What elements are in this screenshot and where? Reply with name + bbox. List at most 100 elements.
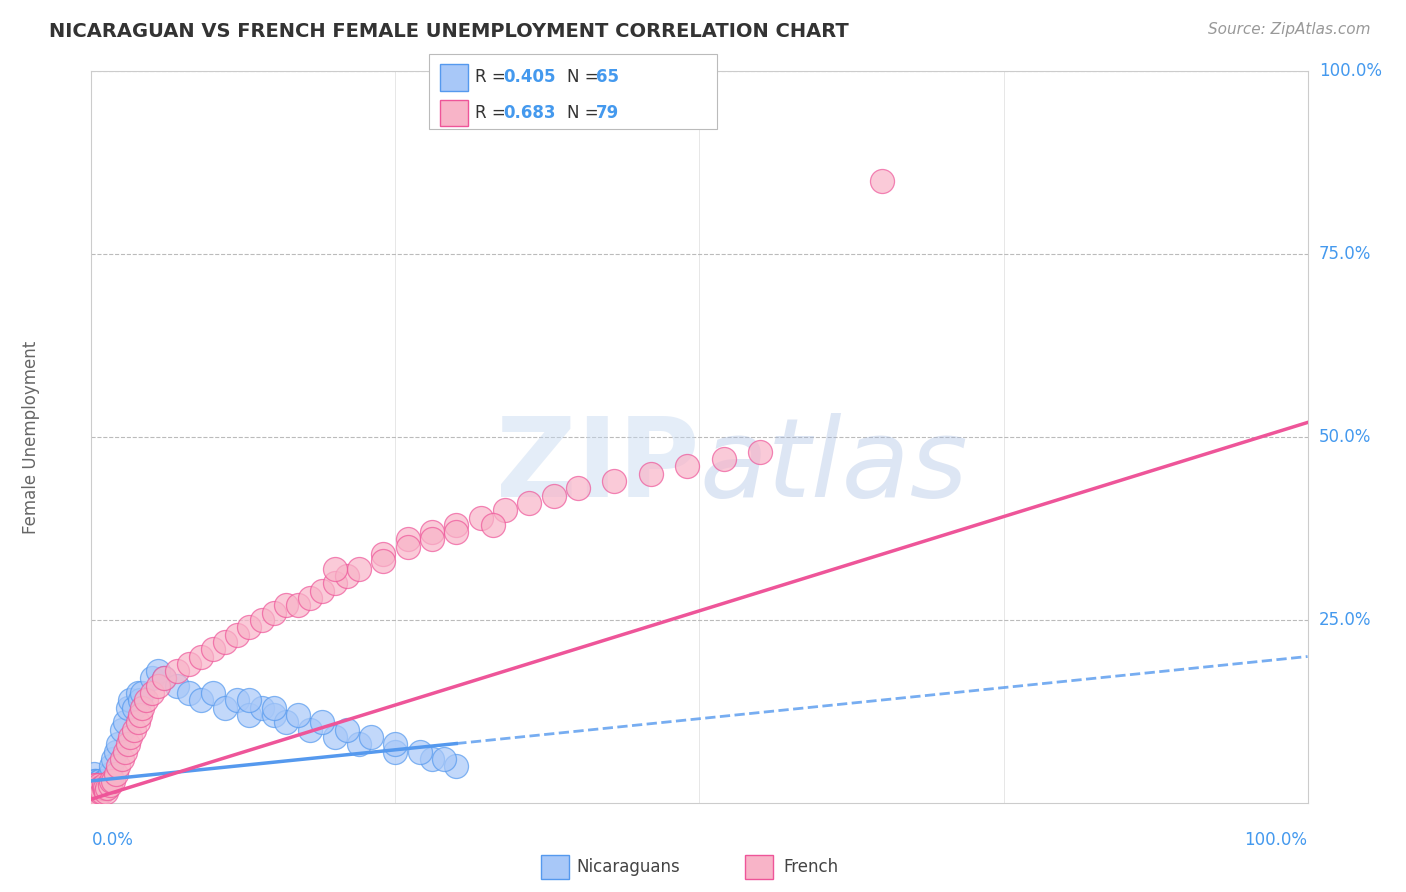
- Point: [117, 737, 139, 751]
- Point: [84, 789, 107, 803]
- Point: [396, 533, 419, 547]
- Point: [250, 700, 273, 714]
- Text: 25.0%: 25.0%: [1319, 611, 1371, 629]
- Point: [177, 657, 200, 671]
- Point: [517, 496, 540, 510]
- Point: [117, 700, 139, 714]
- Point: [202, 686, 225, 700]
- Point: [494, 503, 516, 517]
- Point: [87, 773, 110, 788]
- Point: [87, 781, 110, 796]
- Point: [107, 737, 129, 751]
- Point: [148, 664, 170, 678]
- Point: [86, 781, 108, 796]
- Point: [676, 459, 699, 474]
- Point: [287, 599, 309, 613]
- Point: [91, 785, 114, 799]
- Point: [84, 781, 107, 796]
- Point: [311, 583, 333, 598]
- Point: [603, 474, 626, 488]
- Point: [103, 773, 125, 788]
- Point: [86, 789, 108, 803]
- Point: [323, 730, 346, 744]
- Point: [148, 679, 170, 693]
- Point: [82, 789, 104, 803]
- Point: [84, 781, 107, 796]
- Point: [120, 693, 142, 707]
- Text: 0.0%: 0.0%: [91, 830, 134, 848]
- Point: [226, 627, 249, 641]
- Point: [396, 540, 419, 554]
- Point: [93, 773, 115, 788]
- Point: [190, 693, 212, 707]
- Point: [96, 781, 118, 796]
- Point: [122, 723, 145, 737]
- Text: 100.0%: 100.0%: [1319, 62, 1382, 80]
- Point: [444, 525, 467, 540]
- Point: [274, 715, 297, 730]
- Point: [83, 781, 105, 796]
- Point: [84, 777, 107, 792]
- Point: [94, 785, 117, 799]
- Point: [250, 613, 273, 627]
- Point: [263, 708, 285, 723]
- Point: [238, 708, 260, 723]
- Point: [103, 752, 125, 766]
- Text: 50.0%: 50.0%: [1319, 428, 1371, 446]
- Point: [347, 562, 370, 576]
- Point: [100, 759, 122, 773]
- Point: [384, 737, 406, 751]
- Point: [104, 745, 127, 759]
- Point: [84, 789, 107, 803]
- Point: [111, 752, 134, 766]
- Point: [83, 781, 105, 796]
- Point: [84, 781, 107, 796]
- Point: [420, 525, 443, 540]
- Point: [567, 481, 589, 495]
- Point: [93, 781, 115, 796]
- Point: [84, 773, 107, 788]
- Point: [86, 781, 108, 796]
- Point: [84, 777, 107, 792]
- Point: [83, 773, 105, 788]
- Point: [104, 766, 127, 780]
- Point: [433, 752, 456, 766]
- Text: ZIP: ZIP: [496, 413, 699, 520]
- Point: [238, 620, 260, 634]
- Point: [90, 781, 112, 796]
- Point: [87, 777, 110, 792]
- Text: N =: N =: [567, 104, 603, 122]
- Point: [713, 452, 735, 467]
- Point: [89, 773, 111, 788]
- Point: [94, 781, 117, 796]
- Point: [141, 672, 163, 686]
- Text: Nicaraguans: Nicaraguans: [576, 858, 681, 876]
- Point: [86, 789, 108, 803]
- Point: [373, 554, 395, 568]
- Point: [153, 672, 176, 686]
- Point: [749, 444, 772, 458]
- Point: [420, 752, 443, 766]
- Point: [153, 672, 176, 686]
- Point: [82, 785, 104, 799]
- Point: [96, 773, 118, 788]
- Point: [82, 781, 104, 796]
- Point: [444, 759, 467, 773]
- Point: [129, 708, 152, 723]
- Point: [274, 599, 297, 613]
- Point: [82, 789, 104, 803]
- Text: French: French: [783, 858, 838, 876]
- Point: [90, 781, 112, 796]
- Text: R =: R =: [475, 104, 512, 122]
- Point: [114, 715, 136, 730]
- Point: [323, 576, 346, 591]
- Point: [263, 606, 285, 620]
- Point: [84, 781, 107, 796]
- Point: [131, 700, 153, 714]
- Text: R =: R =: [475, 69, 512, 87]
- Text: 100.0%: 100.0%: [1244, 830, 1308, 848]
- Point: [89, 781, 111, 796]
- Point: [323, 562, 346, 576]
- Text: 79: 79: [596, 104, 620, 122]
- Point: [82, 773, 104, 788]
